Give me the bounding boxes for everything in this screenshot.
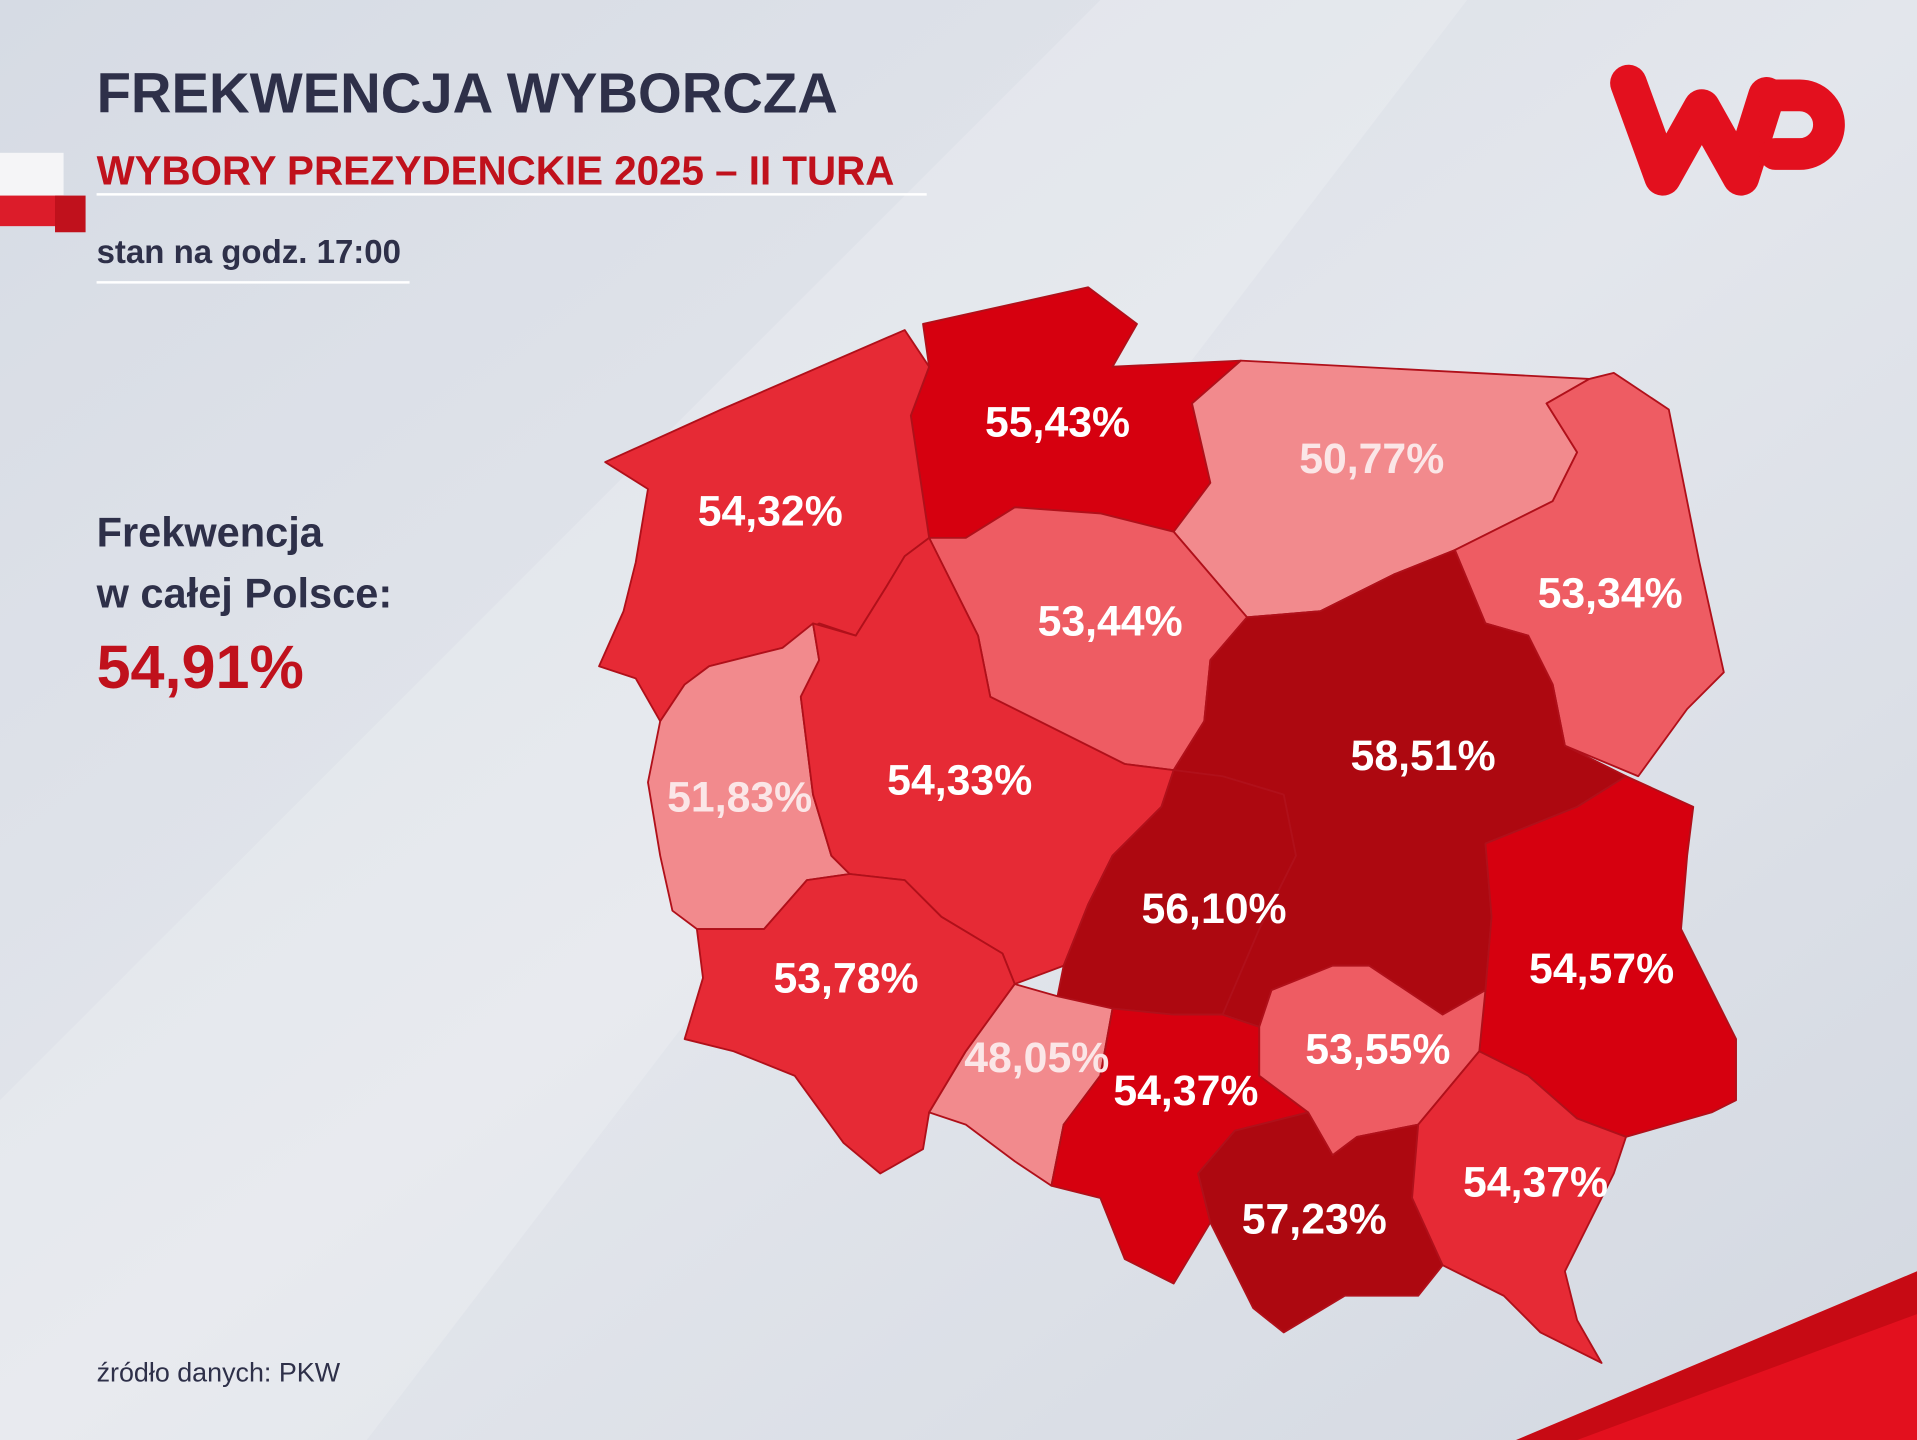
region-label: 54,37% — [1113, 1067, 1258, 1115]
map: 55,43% 54,32% 50,77% 53,34% 53,44% 51,83% 54,3… — [598, 286, 1737, 1364]
region — [1411, 1050, 1627, 1364]
flag-red — [0, 195, 64, 227]
national-label: w całej Polsce: — [96, 570, 393, 617]
region-label: 50,77% — [1299, 435, 1444, 483]
region-label: 57,23% — [1242, 1195, 1387, 1243]
region-label: 53,34% — [1538, 570, 1683, 618]
region-label: 58,51% — [1351, 732, 1496, 780]
region-label: 53,44% — [1038, 598, 1183, 646]
region-label: 48,05% — [964, 1034, 1109, 1082]
national-value: 54,91% — [97, 633, 304, 701]
logo-w — [1610, 64, 1785, 196]
region — [1197, 1111, 1444, 1334]
logo-p — [1750, 79, 1845, 170]
region-label: 53,78% — [773, 955, 918, 1003]
time-note: stan na godz. 17:00 — [97, 233, 401, 270]
title: FREKWENCJA WYBORCZA — [97, 61, 838, 124]
region-label: 51,83% — [667, 774, 812, 822]
flag-white — [0, 152, 64, 196]
region-label: 55,43% — [985, 398, 1130, 446]
logo — [1610, 64, 1845, 196]
source: źródło danych: PKW — [97, 1357, 341, 1387]
region-label: 56,10% — [1141, 885, 1286, 933]
corner-accent — [1577, 1314, 1917, 1440]
region-label: 53,55% — [1305, 1026, 1450, 1074]
flag-red — [55, 195, 86, 233]
subtitle: WYBORY PREZYDENCKIE 2025 – II TURA — [97, 148, 895, 194]
national-label: Frekwencja — [97, 508, 324, 555]
region-label: 54,32% — [698, 488, 843, 536]
region-label: 54,57% — [1529, 945, 1674, 993]
region-label: 54,37% — [1463, 1159, 1608, 1207]
region-label: 54,33% — [887, 757, 1032, 805]
